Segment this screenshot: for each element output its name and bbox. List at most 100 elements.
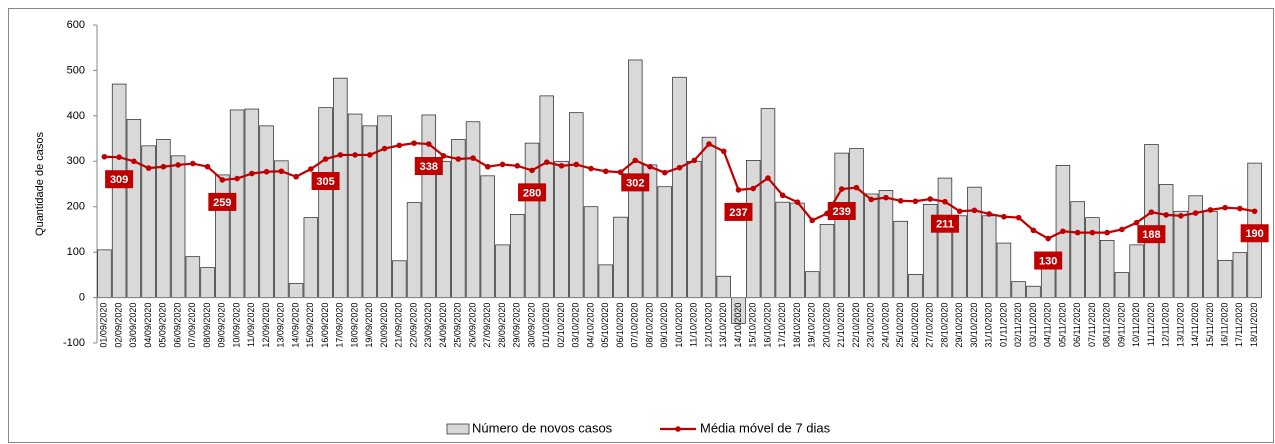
line-marker: [897, 198, 904, 204]
line-marker: [396, 142, 403, 149]
line-marker: [263, 168, 270, 175]
line-marker: [838, 186, 845, 192]
line-marker: [116, 154, 122, 160]
x-tick-label: 14/10/2020: [733, 303, 743, 348]
bar: [967, 186, 982, 298]
line-marker: [1015, 214, 1022, 221]
x-tick-label: 21/09/2020: [394, 303, 404, 348]
x-tick-label: 18/09/2020: [349, 303, 359, 348]
x-tick-label: 13/09/2020: [276, 303, 286, 348]
line-marker: [1222, 204, 1228, 211]
line-marker: [367, 152, 373, 158]
line-marker: [735, 187, 742, 193]
line-marker: [942, 198, 948, 205]
x-tick-label: 11/11/2020: [1146, 303, 1156, 347]
bar: [156, 139, 171, 298]
data-label-box: [1034, 251, 1063, 270]
data-label-box: [311, 172, 340, 191]
data-label-box: [724, 202, 753, 221]
bar: [1144, 144, 1159, 298]
bar: [1070, 201, 1085, 298]
y-tick-label: 500: [67, 64, 85, 76]
x-tick-label: 01/09/2020: [99, 303, 109, 348]
x-tick-label: 11/09/2020: [246, 303, 256, 347]
bar: [1232, 252, 1248, 298]
line-marker: [455, 156, 462, 162]
data-label-box: [1240, 224, 1269, 243]
x-tick-label: 02/10/2020: [556, 303, 566, 348]
x-tick-label: 25/10/2020: [895, 303, 905, 348]
x-tick-label: 19/09/2020: [364, 303, 374, 348]
x-tick-label: 26/09/2020: [467, 303, 477, 348]
line-marker: [676, 164, 683, 171]
bar: [849, 148, 864, 298]
line-marker: [411, 140, 417, 146]
line-marker: [160, 163, 167, 170]
bar: [863, 193, 879, 298]
line-marker: [543, 159, 550, 165]
line-marker: [1178, 213, 1184, 219]
x-tick-label: 16/11/2020: [1220, 303, 1230, 347]
data-label: 190: [1245, 228, 1263, 240]
x-tick-label: 10/11/2020: [1131, 303, 1141, 347]
x-tick-label: 02/11/2020: [1013, 303, 1023, 347]
line-marker: [131, 158, 137, 165]
x-tick-label: 30/09/2020: [526, 303, 536, 348]
bar: [111, 83, 127, 298]
data-label: 302: [626, 177, 644, 189]
x-tick-label: 08/10/2020: [644, 303, 654, 348]
line-marker: [602, 168, 609, 175]
x-tick-label: 14/11/2020: [1190, 303, 1200, 347]
x-tick-label: 20/09/2020: [379, 303, 389, 348]
line-marker: [765, 175, 771, 181]
x-tick-label: 31/10/2020: [984, 303, 994, 348]
x-tick-label: 16/09/2020: [320, 303, 330, 348]
bar: [200, 267, 215, 298]
bar: [981, 215, 997, 298]
data-label-box: [414, 157, 443, 176]
x-tick-label: 23/10/2020: [866, 303, 876, 348]
bar: [1085, 217, 1100, 298]
x-tick-label: 28/10/2020: [939, 303, 949, 348]
bar: [1129, 244, 1144, 298]
x-tick-label: 12/10/2020: [703, 303, 713, 348]
x-tick-label: 13/10/2020: [718, 303, 728, 348]
line-marker: [647, 163, 653, 170]
x-tick-label: 10/09/2020: [231, 303, 241, 348]
legend-marker: [675, 426, 681, 432]
bar: [554, 160, 569, 298]
x-tick-label: 14/09/2020: [290, 303, 300, 348]
x-tick-label: 17/11/2020: [1234, 303, 1244, 347]
x-tick-label: 03/10/2020: [571, 303, 581, 348]
line-marker: [632, 157, 639, 164]
line-marker: [853, 184, 860, 191]
bar: [185, 256, 201, 298]
line-marker: [1045, 235, 1051, 242]
line-marker: [219, 177, 226, 183]
line-marker: [337, 152, 344, 158]
bar: [170, 155, 186, 298]
y-tick-label: 600: [67, 19, 85, 31]
line-marker: [750, 185, 757, 192]
x-tick-label: 10/10/2020: [674, 303, 684, 348]
x-tick-label: 09/10/2020: [659, 303, 669, 348]
bar: [362, 125, 378, 298]
data-label-box: [208, 192, 237, 211]
bar: [804, 271, 820, 298]
line-marker: [322, 156, 329, 162]
line-marker: [234, 175, 240, 182]
x-tick-label: 15/11/2020: [1205, 303, 1215, 347]
line-marker: [1148, 209, 1155, 215]
bar: [1099, 239, 1115, 298]
bar: [259, 125, 274, 298]
bar: [480, 175, 496, 298]
x-tick-label: 13/11/2020: [1175, 303, 1185, 347]
x-tick-label: 15/10/2020: [748, 303, 758, 348]
line-marker: [440, 153, 447, 159]
data-label-box: [621, 173, 650, 192]
line-marker: [1089, 229, 1096, 236]
x-tick-label: 07/11/2020: [1087, 303, 1097, 347]
line-marker: [1237, 205, 1243, 212]
bar: [937, 177, 953, 298]
